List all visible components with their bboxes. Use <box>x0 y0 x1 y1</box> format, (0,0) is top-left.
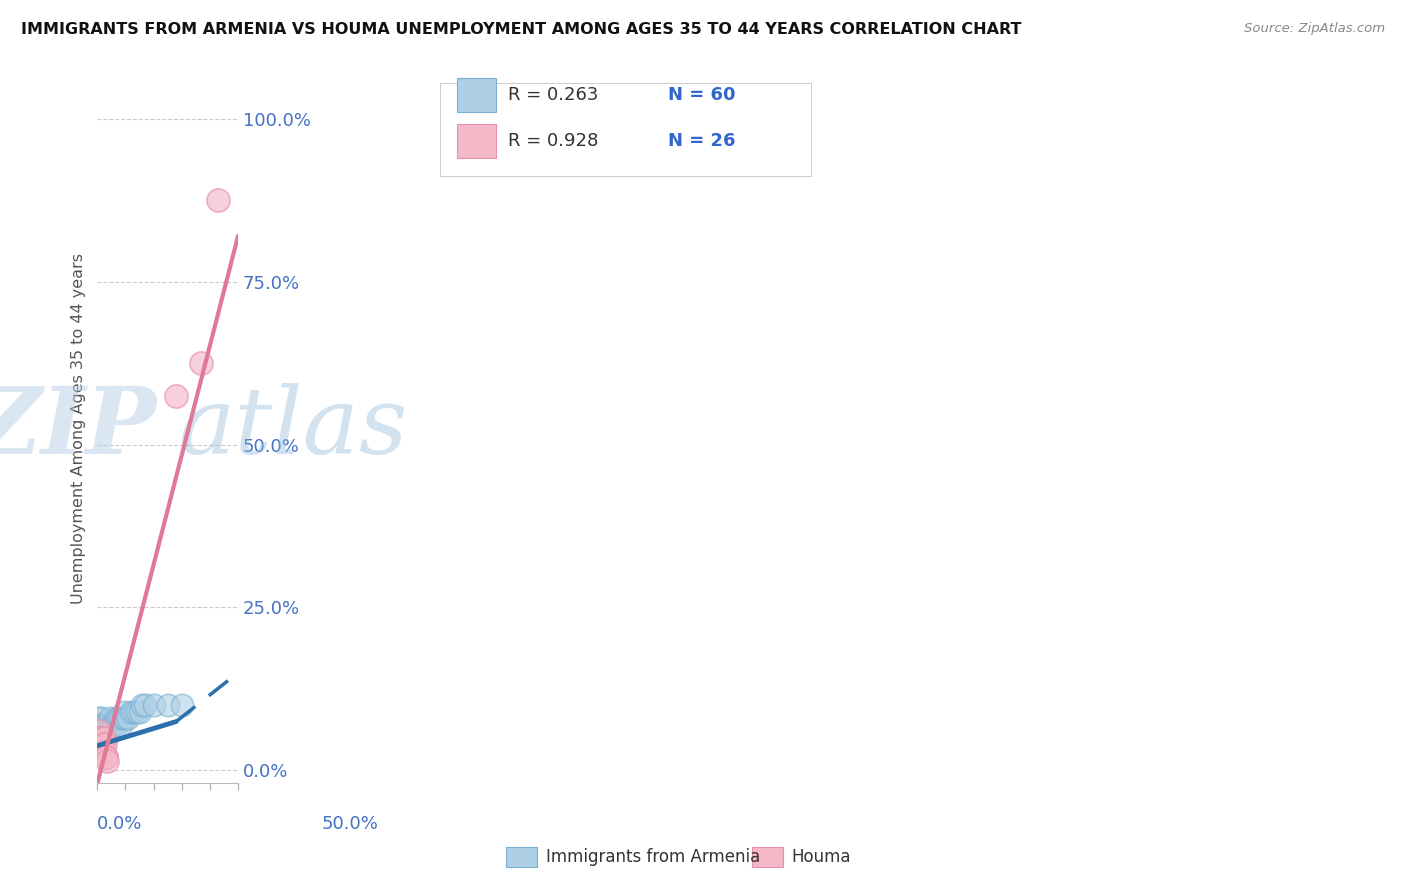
Text: atlas: atlas <box>179 384 409 474</box>
Point <box>89 718 111 732</box>
Text: ZIP: ZIP <box>0 384 156 474</box>
Point <box>89 744 111 758</box>
Text: Houma: Houma <box>792 848 851 866</box>
Text: N = 26: N = 26 <box>668 132 735 150</box>
Point <box>142 698 165 713</box>
Point <box>110 718 132 732</box>
Point <box>93 731 115 745</box>
Text: 0.0%: 0.0% <box>97 815 143 833</box>
Point <box>89 744 111 758</box>
Point <box>89 731 111 745</box>
Point <box>131 698 153 713</box>
Point <box>87 731 110 745</box>
Point <box>89 731 111 745</box>
Point <box>93 718 115 732</box>
Point <box>87 744 110 758</box>
Text: R = 0.263: R = 0.263 <box>508 87 598 104</box>
Point <box>90 738 112 752</box>
Point <box>207 193 229 207</box>
Point <box>101 718 124 732</box>
Point <box>96 731 118 745</box>
Point <box>94 724 117 739</box>
Point <box>87 744 110 758</box>
Text: IMMIGRANTS FROM ARMENIA VS HOUMA UNEMPLOYMENT AMONG AGES 35 TO 44 YEARS CORRELAT: IMMIGRANTS FROM ARMENIA VS HOUMA UNEMPLO… <box>21 22 1022 37</box>
Point <box>104 711 127 725</box>
Point <box>120 705 142 719</box>
Text: Immigrants from Armenia: Immigrants from Armenia <box>546 848 759 866</box>
Point <box>100 718 122 732</box>
Point <box>190 356 212 370</box>
Point <box>87 738 110 752</box>
Point <box>134 698 156 713</box>
Point <box>87 731 110 745</box>
Point <box>89 738 111 752</box>
Point <box>108 711 131 725</box>
Point <box>90 744 112 758</box>
Text: N = 60: N = 60 <box>668 87 735 104</box>
Text: Source: ZipAtlas.com: Source: ZipAtlas.com <box>1244 22 1385 36</box>
Text: 50.0%: 50.0% <box>322 815 378 833</box>
Point <box>91 738 114 752</box>
Point <box>90 738 112 752</box>
Point <box>87 744 110 758</box>
Point <box>89 731 111 745</box>
Point <box>114 711 136 725</box>
Point <box>90 724 112 739</box>
Y-axis label: Unemployment Among Ages 35 to 44 years: Unemployment Among Ages 35 to 44 years <box>72 252 86 604</box>
Point <box>165 389 187 403</box>
Point <box>87 724 110 739</box>
Point <box>107 711 129 725</box>
Point <box>87 738 110 752</box>
Point <box>90 731 112 745</box>
Point <box>87 711 110 725</box>
Point <box>103 718 125 732</box>
Point <box>96 754 118 768</box>
Point <box>90 731 112 745</box>
Point <box>98 711 121 725</box>
Point <box>125 705 148 719</box>
Point <box>91 738 114 752</box>
Point <box>94 718 117 732</box>
Point <box>93 731 115 745</box>
Point <box>97 724 120 739</box>
Point <box>90 718 112 732</box>
Point <box>90 744 112 758</box>
Point <box>89 731 111 745</box>
Point <box>87 718 110 732</box>
Point <box>112 705 135 719</box>
Point <box>89 738 111 752</box>
Point <box>90 731 112 745</box>
Point <box>94 738 117 752</box>
Point <box>91 731 114 745</box>
Point <box>97 718 120 732</box>
Point <box>170 698 193 713</box>
Point <box>87 738 110 752</box>
Text: R = 0.928: R = 0.928 <box>508 132 598 150</box>
Point <box>87 724 110 739</box>
Point <box>105 718 128 732</box>
Point <box>90 711 112 725</box>
Point <box>89 738 111 752</box>
Point <box>89 724 111 739</box>
Point <box>89 738 111 752</box>
Point <box>87 738 110 752</box>
Point <box>93 744 115 758</box>
Point <box>90 738 112 752</box>
Point <box>89 718 111 732</box>
Point <box>90 744 112 758</box>
Point <box>96 750 118 764</box>
Point <box>91 724 114 739</box>
Point <box>89 724 111 739</box>
Point <box>87 744 110 758</box>
Point <box>89 738 111 752</box>
Point <box>156 698 179 713</box>
Point <box>122 705 145 719</box>
Point <box>94 750 117 764</box>
Point <box>111 711 134 725</box>
Point <box>128 705 150 719</box>
Point <box>91 724 114 739</box>
Point <box>117 711 139 725</box>
Point <box>87 731 110 745</box>
Point <box>87 724 110 739</box>
